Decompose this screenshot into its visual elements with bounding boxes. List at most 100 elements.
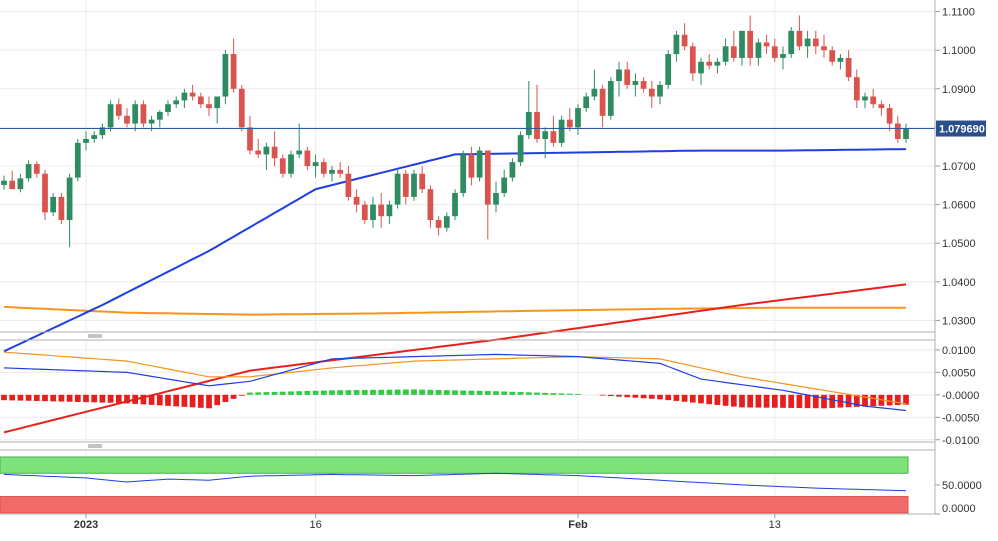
candle-body [468,154,475,178]
macd-histogram-bar [894,394,901,406]
candle-body [714,61,721,66]
macd-histogram-bar [156,394,163,406]
candle [771,38,778,62]
candle [780,46,786,70]
candle-body [83,138,89,143]
candle-body [378,204,385,217]
candle [255,138,262,159]
macd-histogram-bar [755,394,762,408]
candle [566,108,573,132]
candle-body [165,104,171,112]
candle [747,15,754,66]
candle-body [402,173,409,197]
candle-body [107,104,114,128]
candle-body [616,69,622,82]
candle-body [411,173,417,197]
macd-histogram-bar [271,391,278,395]
candle-body [689,46,696,74]
candle [534,84,540,143]
candle-body [607,81,614,116]
pane-resize-handle[interactable] [86,333,104,339]
candle-body [493,193,499,205]
candle [411,169,417,201]
candle [476,146,483,182]
macd-histogram-bar [25,394,32,401]
candle-body [361,204,368,221]
candle-body [386,204,393,217]
macd-histogram-bar [739,394,745,408]
rsi-oversold-zone [0,496,909,514]
macd-histogram-bar [402,389,409,395]
macd-histogram-bar [197,394,204,408]
candle [304,146,311,170]
macd-histogram-bar [296,391,303,395]
candle-body [780,54,786,58]
candle-body [230,54,237,89]
macd-histogram-bar [780,394,786,408]
last-price-tag-box [936,120,986,137]
candle [402,169,409,205]
candle-body [878,104,885,109]
macd-histogram-bar [640,394,647,399]
macd-histogram-bar [165,394,171,406]
candle [509,158,516,182]
candle [870,88,877,109]
candle-body [296,150,303,155]
candle [107,100,114,132]
candle-body [443,216,450,228]
candle-body [42,173,48,213]
candle-body [115,104,122,116]
pane-resize-handle[interactable] [86,443,104,449]
candle [558,115,565,147]
macd-histogram-bar [66,394,73,402]
axes: 1.11001.10001.09001.08001.07001.06001.05… [74,7,986,531]
candle-body [1,180,7,185]
candle-body [542,131,549,139]
candle-body [66,177,73,221]
candle-body [337,169,344,174]
macd-histogram-bar [353,390,360,395]
macd-histogram-bar [263,392,270,395]
macd-histogram-bar [853,394,860,407]
candle-body [132,104,139,124]
candle [837,54,844,70]
macd-histogram-bar [501,391,508,395]
candle [33,161,40,178]
candle [320,158,327,178]
candle [903,123,909,143]
candle-body [525,111,532,136]
macd-histogram-bar [214,394,221,406]
macd-line [3,353,907,412]
candle [386,200,393,224]
candle [739,30,745,66]
candle [894,115,901,143]
candle [714,57,721,74]
rsi-line [3,472,907,492]
candle-body [33,164,40,174]
candle [821,34,827,58]
candle [542,127,549,159]
candle [591,69,598,101]
candle [296,123,303,159]
macd-histogram-bar [632,394,639,398]
candle [91,131,98,143]
candle-body [788,30,795,55]
candle [681,23,688,51]
candle-body [263,146,270,155]
candle-body [394,173,401,205]
candle-body [886,108,893,124]
candle-body [17,178,24,190]
macd-histogram-bar [411,389,417,395]
macd-histogram-bar [124,394,130,404]
candle-body [476,150,483,178]
candle-body [156,111,163,120]
macd-histogram-bar [845,394,852,408]
macd-histogram-bar [238,394,245,396]
macd-histogram-bar [657,394,663,400]
candle-body [763,42,770,47]
rsi-layer [0,456,909,514]
candle [575,104,581,136]
y-tick-label: 1.1000 [942,45,976,57]
candle [74,138,81,182]
